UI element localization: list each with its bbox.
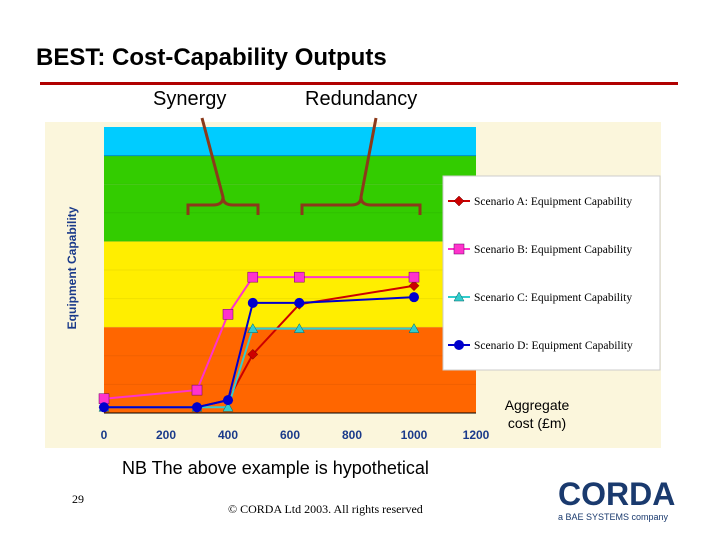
x-tick-label: 400 [218,428,238,442]
capability-band-5 [104,127,476,156]
logo-wordmark: CORDA [558,476,676,512]
series-1-point [408,271,420,283]
x-tick-label: 0 [101,428,108,442]
copyright-text: © CORDA Ltd 2003. All rights reserved [228,502,423,516]
x-tick-label: 600 [280,428,300,442]
title-rule [40,82,678,85]
legend-box [442,175,661,371]
capability-band-0 [104,327,476,413]
legend-marker-3 [454,340,464,350]
series-2-point [293,323,305,333]
legend-entry-0: Scenario A: Equipment Capability [474,196,632,208]
legend-entry-1: Scenario B: Equipment Capability [474,244,632,256]
series-2-point [222,401,234,412]
synergy-brace [186,117,260,215]
x-tick-label: 1200 [463,428,490,442]
x-axis-label-line2: cost (£m) [508,415,566,431]
x-axis-label-line1: Aggregate [505,397,570,413]
series-1-point [191,384,203,396]
page-number: 29 [72,492,84,506]
series-3-point [247,297,258,308]
corda-logo: CORDA a BAE SYSTEMS company [558,478,680,522]
series-3-point [409,292,419,303]
capability-band-3 [104,184,476,242]
series-line-1 [103,276,414,400]
x-tick-label: 800 [342,428,362,442]
series-3-point [192,402,202,413]
y-axis-label: Equipment Capability [65,206,79,329]
series-1-point [247,271,259,283]
series-2-point [408,323,420,333]
series-1-point [294,271,305,283]
capability-band-2 [104,241,476,270]
redundancy-brace [300,117,422,215]
series-3-point [294,297,305,308]
synergy-label: Synergy [153,88,227,110]
redundancy-label: Redundancy [305,88,418,110]
series-3-point [223,395,233,406]
slide-title: BEST: Cost-Capability Outputs [36,44,387,71]
legend-marker-1 [453,243,465,255]
hypothetical-note: NB The above example is hypothetical [122,458,429,478]
series-line-3 [104,296,415,409]
series-3-point [99,402,109,413]
x-tick-label: 200 [156,428,176,442]
series-2-point [247,323,259,333]
x-tick-label: 1000 [401,428,428,442]
series-0-point [247,349,259,360]
legend-entry-2: Scenario C: Equipment Capability [474,292,632,304]
legend-marker-0 [453,195,465,207]
capability-band-4 [104,155,476,185]
series-1-point [222,309,234,320]
legend-marker-2 [453,291,465,302]
legend-entry-3: Scenario D: Equipment Capability [474,340,633,352]
logo-subtitle: a BAE SYSTEMS company [558,512,669,522]
series-0-point [408,280,420,292]
